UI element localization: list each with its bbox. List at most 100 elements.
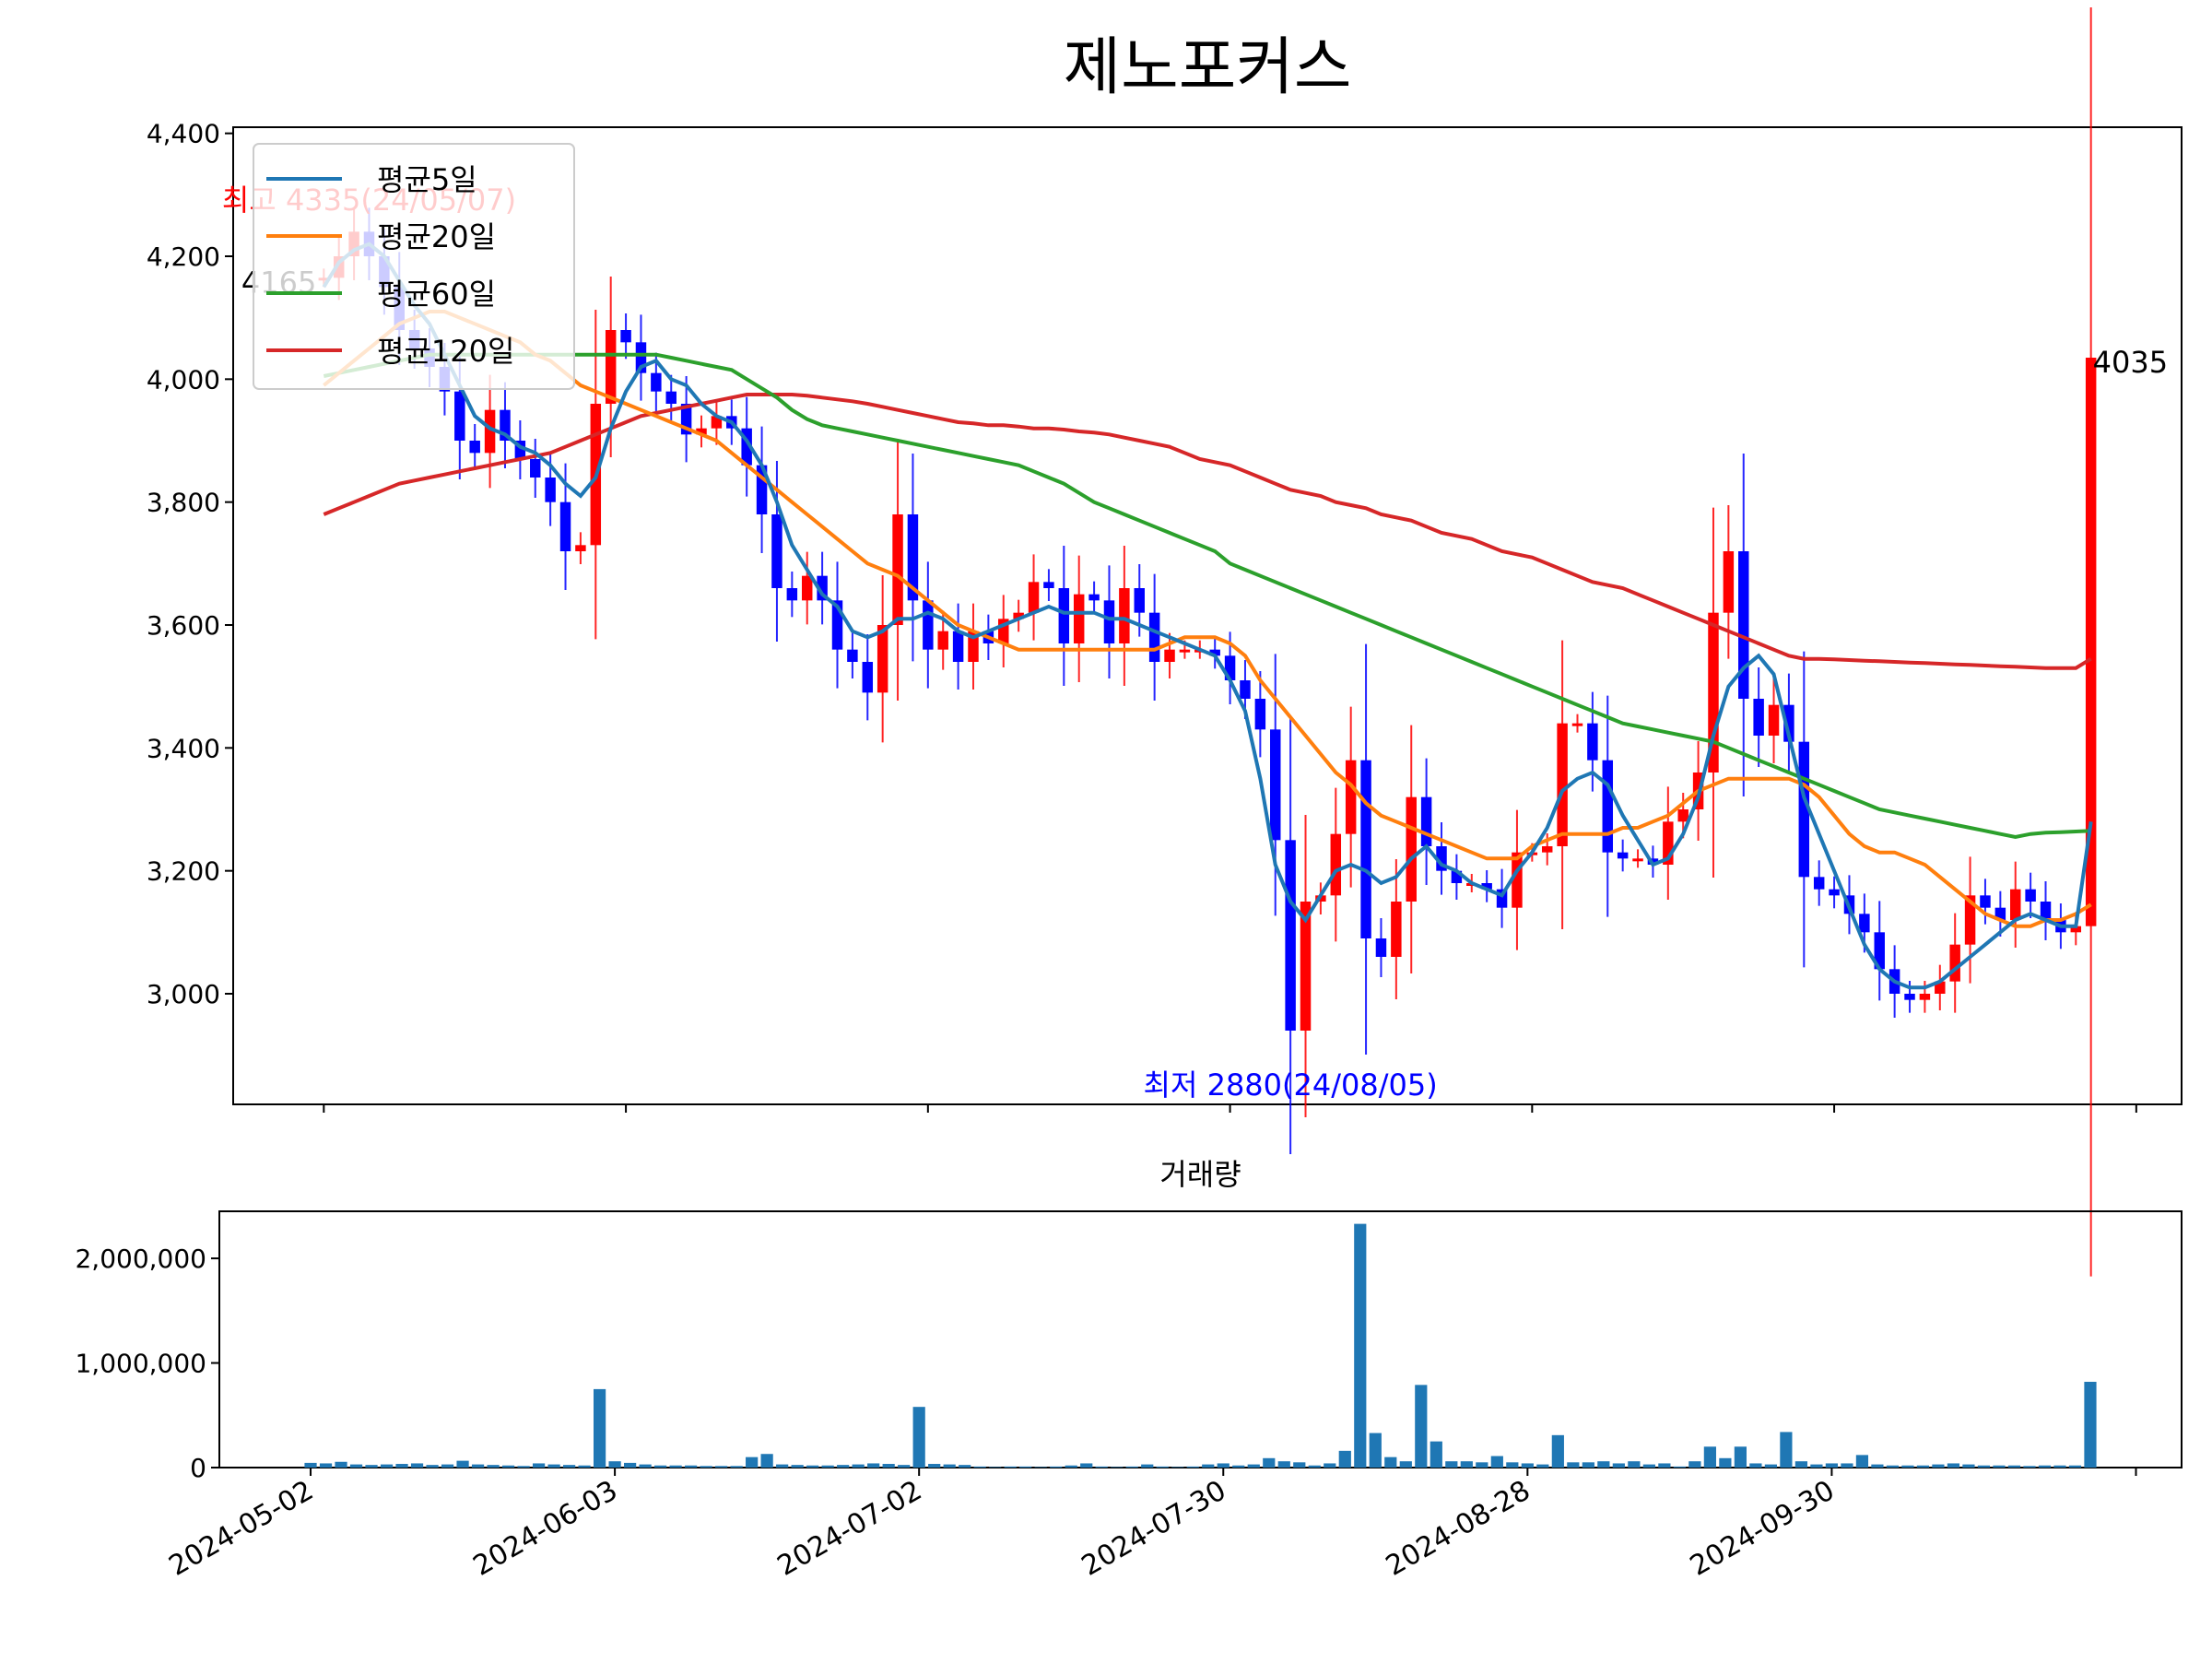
volume-bar bbox=[837, 1465, 850, 1468]
volume-bar bbox=[730, 1466, 743, 1468]
volume-bar bbox=[1384, 1457, 1397, 1468]
volume-bar bbox=[654, 1465, 667, 1468]
candle-body bbox=[1632, 858, 1643, 862]
candle-body bbox=[680, 404, 692, 435]
candle-body bbox=[1994, 907, 2006, 920]
volume-bar bbox=[501, 1465, 515, 1468]
price-y-tick-label: 3,000 bbox=[147, 979, 220, 1009]
volume-y-tick-label: 2,000,000 bbox=[75, 1244, 206, 1274]
candle-body bbox=[1028, 582, 1040, 613]
candle-body bbox=[817, 575, 828, 601]
legend-label: 평균5일 bbox=[377, 162, 477, 197]
volume-bar bbox=[1567, 1462, 1580, 1468]
volume-bar bbox=[989, 1467, 1002, 1468]
candle-body bbox=[1980, 895, 1991, 908]
volume-plot-frame bbox=[218, 1210, 2183, 1468]
volume-bar bbox=[943, 1464, 956, 1468]
candle-body bbox=[1602, 760, 1614, 853]
candle-body bbox=[1148, 612, 1160, 662]
volume-bar bbox=[1308, 1465, 1321, 1468]
ma120-line bbox=[323, 393, 2092, 670]
volume-bar bbox=[1399, 1461, 1412, 1468]
volume-bar bbox=[349, 1464, 363, 1468]
volume-bar bbox=[562, 1465, 576, 1468]
candle-body bbox=[1406, 796, 1417, 902]
candle-body bbox=[1768, 704, 1780, 736]
volume-bar bbox=[2023, 1466, 2036, 1468]
volume-bar bbox=[1688, 1461, 1701, 1468]
volume-bar bbox=[852, 1464, 865, 1468]
volume-bar bbox=[365, 1465, 378, 1468]
candle-body bbox=[454, 391, 465, 441]
volume-bar bbox=[1901, 1465, 1914, 1468]
candle-body bbox=[514, 441, 526, 459]
candle-body bbox=[1708, 612, 1719, 773]
volume-bar bbox=[715, 1466, 728, 1468]
volume-bar bbox=[1551, 1434, 1564, 1468]
volume-bar bbox=[1476, 1462, 1488, 1468]
candle-body bbox=[530, 459, 541, 478]
candle-body bbox=[1571, 723, 1583, 726]
candle-body bbox=[1512, 852, 1523, 908]
volume-bar bbox=[1338, 1450, 1351, 1468]
volume-bar bbox=[1490, 1456, 1503, 1468]
candle-body bbox=[469, 441, 480, 454]
candle-body bbox=[651, 372, 662, 392]
volume-bar bbox=[1642, 1464, 1655, 1468]
volume-bar bbox=[304, 1462, 317, 1468]
volume-bar bbox=[1825, 1463, 1839, 1468]
volume-bar bbox=[2007, 1465, 2021, 1468]
volume-bar bbox=[1780, 1432, 1793, 1468]
chart-title: 제노포커스 bbox=[1064, 31, 1352, 104]
volume-bar bbox=[639, 1464, 652, 1468]
candle-body bbox=[1224, 655, 1236, 680]
legend-label: 평균120일 bbox=[377, 334, 514, 369]
volume-bar bbox=[928, 1464, 941, 1468]
volume-bar bbox=[1582, 1462, 1594, 1468]
volume-bar bbox=[395, 1464, 408, 1468]
candle-body bbox=[1270, 729, 1281, 841]
date-tick-label: 2024-08-28 bbox=[1381, 1474, 1535, 1582]
price-y-tick-label: 4,200 bbox=[147, 242, 220, 272]
volume-bar bbox=[2038, 1465, 2052, 1468]
volume-bar bbox=[547, 1464, 560, 1468]
volume-bar bbox=[1841, 1463, 1853, 1468]
volume-bar bbox=[319, 1463, 333, 1468]
candle-body bbox=[862, 662, 874, 693]
candle-body bbox=[711, 416, 723, 429]
volume-bar bbox=[1810, 1464, 1823, 1468]
volume-bar bbox=[1186, 1466, 1199, 1468]
volume-bar bbox=[1749, 1463, 1762, 1468]
candle-body bbox=[1345, 760, 1357, 834]
volume-bar bbox=[1764, 1464, 1777, 1468]
volume-bar bbox=[1369, 1433, 1382, 1468]
candle-body bbox=[1420, 796, 1432, 846]
volume-bar bbox=[882, 1464, 895, 1468]
volume-bar bbox=[1034, 1467, 1047, 1468]
price-y-tick-label: 4,400 bbox=[147, 119, 220, 149]
volume-bar bbox=[1080, 1463, 1093, 1468]
volume-bar bbox=[1673, 1466, 1686, 1468]
volume-bar bbox=[380, 1464, 394, 1468]
volume-bar bbox=[1993, 1465, 2006, 1468]
volume-bar bbox=[1916, 1465, 1930, 1468]
candle-body bbox=[1964, 895, 1976, 945]
volume-bar bbox=[1886, 1465, 1900, 1468]
volume-bar bbox=[1794, 1461, 1808, 1468]
volume-bar bbox=[1293, 1462, 1306, 1468]
candle-body bbox=[771, 514, 782, 588]
candle-body bbox=[847, 649, 858, 662]
candle-body bbox=[1043, 582, 1054, 588]
volume-bar bbox=[593, 1388, 606, 1468]
volume-bar bbox=[2068, 1465, 2082, 1468]
candle-body bbox=[1935, 981, 1946, 994]
volume-bar bbox=[912, 1407, 925, 1468]
date-tick-label: 2024-05-02 bbox=[164, 1474, 319, 1582]
price-plot-frame bbox=[232, 126, 2183, 1105]
legend-box bbox=[253, 143, 575, 390]
candle-body bbox=[937, 631, 948, 650]
volume-bar bbox=[1612, 1463, 1625, 1468]
volume-bar bbox=[669, 1465, 682, 1468]
